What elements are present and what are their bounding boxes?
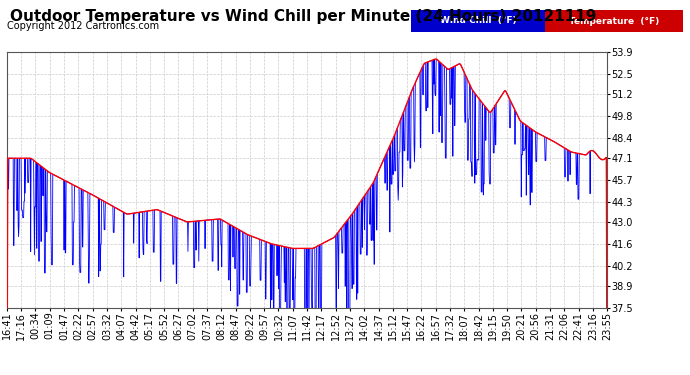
Text: Copyright 2012 Cartronics.com: Copyright 2012 Cartronics.com — [7, 21, 159, 31]
Text: Wind Chill  (°F): Wind Chill (°F) — [440, 16, 516, 26]
Text: Temperature  (°F): Temperature (°F) — [569, 16, 659, 26]
Text: Outdoor Temperature vs Wind Chill per Minute (24 Hours) 20121119: Outdoor Temperature vs Wind Chill per Mi… — [10, 9, 597, 24]
